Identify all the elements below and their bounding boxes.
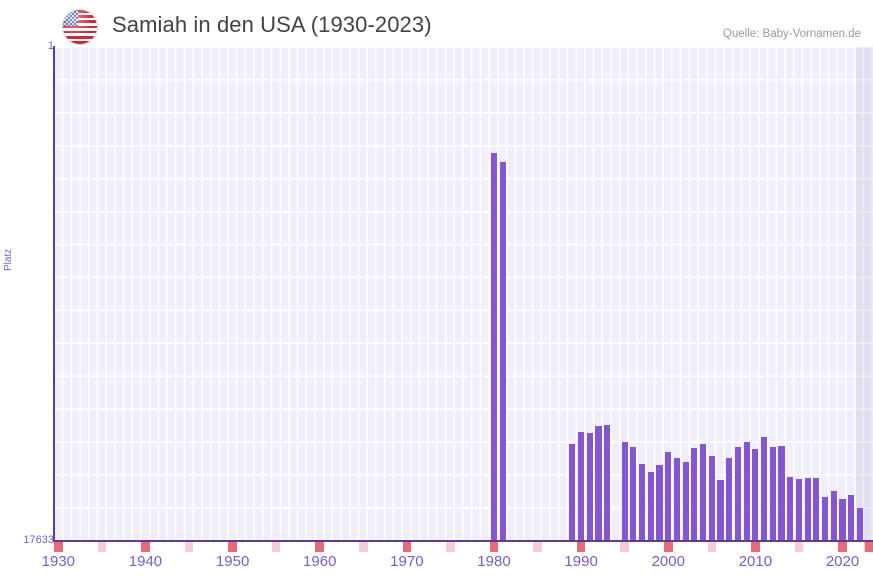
- x-tick-mark-1980: [489, 542, 499, 552]
- bar-2004: [700, 444, 707, 541]
- source-label: Quelle: Baby-Vornamen.de: [722, 28, 861, 40]
- x-tick-label-2000: 2000: [651, 553, 685, 570]
- bar-1980: [490, 152, 498, 541]
- bar-2009: [743, 441, 750, 541]
- flag-canton: [63, 10, 78, 26]
- bar-2002: [682, 462, 689, 541]
- bar-2019: [830, 491, 837, 541]
- x-tick-mark-1955: [271, 542, 281, 552]
- bar-1997: [639, 464, 646, 541]
- bar-2000: [665, 451, 672, 541]
- bar-2022: [856, 507, 863, 541]
- x-tick-label-2010: 2010: [738, 553, 773, 570]
- bar-2001: [673, 458, 680, 541]
- y-axis-top-label: 1: [47, 40, 54, 52]
- bar-series: [54, 47, 873, 541]
- x-tick-mark-2005: [707, 542, 717, 552]
- bar-2005: [708, 456, 715, 541]
- bar-2017: [813, 478, 820, 541]
- x-tick-mark-1990: [576, 542, 586, 552]
- y-axis-line: [53, 46, 55, 542]
- bar-2011: [761, 436, 768, 541]
- y-axis-bottom-label: 17633: [23, 534, 54, 546]
- bar-2010: [752, 449, 759, 541]
- x-tick-mark-1930: [54, 542, 63, 552]
- bar-2007: [726, 457, 733, 541]
- bar-2003: [691, 447, 698, 541]
- x-tick-mark-2010: [751, 542, 760, 552]
- bar-2014: [787, 477, 794, 541]
- x-tick-label-1950: 1950: [215, 553, 250, 570]
- bar-2021: [848, 495, 855, 541]
- x-tick-mark-1975: [446, 542, 455, 552]
- x-axis-line: [53, 540, 873, 542]
- bar-2016: [804, 478, 811, 541]
- bar-2013: [778, 445, 785, 541]
- x-tick-label-1960: 1960: [303, 553, 337, 570]
- bar-2006: [717, 479, 724, 541]
- bar-2020: [839, 498, 846, 541]
- x-tick-mark-2000: [664, 542, 673, 552]
- x-tick-mark-1970: [402, 542, 412, 552]
- plot-area: [54, 47, 873, 541]
- page-title: Samiah in den USA (1930-2023): [112, 12, 432, 37]
- x-tick-mark-1950: [228, 542, 237, 552]
- y-axis-title: Platz: [3, 248, 14, 271]
- bar-1991: [586, 433, 593, 541]
- x-tick-label-1930: 1930: [41, 553, 76, 570]
- bar-1981: [499, 162, 506, 541]
- bar-1989: [569, 443, 576, 541]
- x-tick-label-2020: 2020: [825, 553, 860, 570]
- bar-1998: [647, 471, 654, 541]
- bar-1999: [656, 464, 663, 541]
- us-flag-icon: [62, 9, 98, 45]
- x-tick-label-1980: 1980: [477, 553, 511, 570]
- x-tick-label-1990: 1990: [564, 553, 598, 570]
- x-tick-mark-2020: [838, 542, 847, 552]
- x-tick-mark-1940: [141, 542, 150, 552]
- x-tick-label-1970: 1970: [390, 553, 424, 570]
- flag-stripes: [63, 10, 97, 44]
- x-tick-mark-2015: [794, 542, 804, 552]
- bar-2018: [822, 497, 829, 541]
- bar-1993: [604, 424, 611, 541]
- x-tick-mark-1960: [315, 542, 324, 552]
- x-tick-mark-1985: [533, 542, 542, 552]
- x-tick-mark-1995: [620, 542, 629, 552]
- bar-2015: [795, 479, 802, 541]
- bar-1990: [578, 432, 585, 541]
- bar-1992: [595, 425, 602, 541]
- x-tick-mark-1945: [184, 542, 194, 552]
- bar-1996: [630, 447, 637, 541]
- flag-gloss: [63, 10, 97, 44]
- bar-2012: [769, 446, 776, 541]
- x-tick-mark-end: [864, 542, 873, 552]
- x-axis-ticks: 1930 1940 1950 1960 1970 1980 1990 2000 2010 2020: [42, 542, 873, 587]
- x-tick-label-1940: 1940: [128, 553, 163, 570]
- bar-2008: [734, 447, 741, 541]
- bar-1995: [621, 442, 628, 541]
- x-tick-mark-1965: [359, 542, 368, 552]
- x-tick-mark-1935: [97, 542, 107, 552]
